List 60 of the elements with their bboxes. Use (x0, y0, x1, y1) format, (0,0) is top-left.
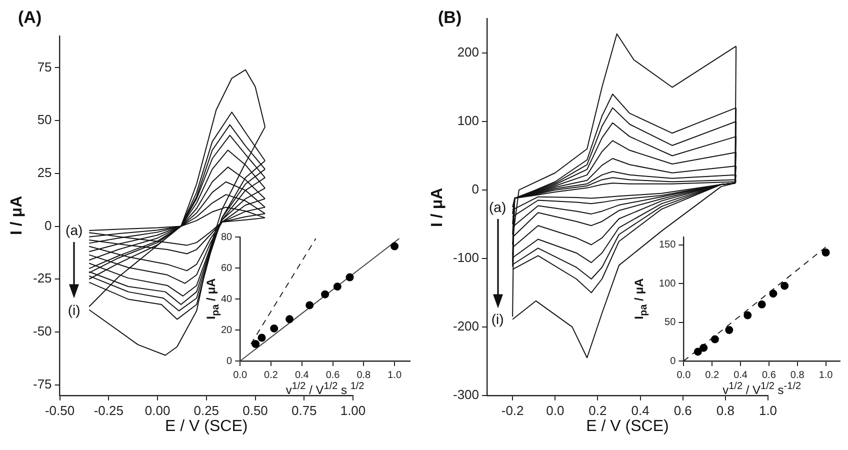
x-tick-label: 0.0 (546, 402, 564, 418)
y-tick-label: -25 (32, 270, 52, 286)
y-tick-label: 100 (457, 113, 480, 128)
y-tick-label: -100 (452, 250, 480, 266)
x-tick-label: 0.8 (716, 402, 734, 418)
y-tick-label: -50 (32, 324, 52, 339)
x-tick-label: 0.50 (242, 402, 268, 418)
y-tick-label: 0 (472, 182, 480, 197)
y-tick-label: 0 (670, 356, 676, 367)
x-tick-label: 1.0 (758, 402, 778, 418)
x-tick-label: 0.4 (631, 402, 650, 418)
x-tick-label: 0.25 (194, 402, 220, 418)
y-tick-label: 150 (658, 240, 676, 250)
x-tick-label: 0.2 (264, 370, 278, 381)
y-tick-label: 60 (221, 262, 233, 274)
x-tick-label: 0.2 (705, 370, 720, 381)
y-tick-label: 25 (37, 164, 52, 180)
x-tick-label: -0.25 (94, 402, 124, 418)
y-axis-title: I / μA (428, 188, 446, 227)
annotation: (a) (488, 198, 508, 216)
x-tick-label: 0.0 (676, 370, 692, 381)
y-axis-title: I / μA (8, 195, 27, 238)
x-axis-title: E / V (SCE) (164, 418, 249, 436)
y-tick-label: 75 (37, 59, 52, 74)
x-axis-title: E / V (SCE) (585, 418, 670, 436)
y-tick-label: 100 (658, 278, 676, 290)
x-tick-label: 0.6 (326, 370, 340, 381)
x-tick-label: -0.2 (501, 402, 524, 418)
x-axis-title: v$^{1/2}$ / V$^{1/2}$ s $^{1/2}$ (284, 381, 366, 397)
y-tick-label: 50 (37, 112, 52, 128)
x-tick-label: 0.6 (762, 370, 776, 381)
x-tick-label: 1.0 (818, 370, 834, 381)
x-tick-label: 0.6 (674, 402, 692, 418)
x-tick-label: 0.8 (356, 370, 372, 381)
x-axis-title: v$^{1/2}$ / V$^{1/2}$ s$^{-1/2}$ (722, 381, 802, 397)
annotation: (i) (490, 310, 505, 328)
x-tick-label: 0.4 (734, 370, 748, 381)
x-tick-label: 1.0 (388, 370, 402, 381)
y-tick-label: 200 (457, 44, 480, 60)
y-tick-label: 50 (664, 317, 676, 328)
y-tick-label: 40 (221, 294, 233, 305)
annotation: (a) (64, 221, 84, 240)
y-tick-label: 0 (226, 356, 233, 367)
y-tick-label: 20 (221, 324, 233, 336)
x-tick-label: 0.75 (291, 402, 317, 418)
y-tick-label: 80 (221, 232, 233, 243)
x-tick-label: 1.00 (340, 402, 366, 418)
annotation: (i) (66, 300, 82, 319)
x-tick-label: -0.50 (44, 402, 75, 418)
y-tick-label: -300 (452, 386, 480, 402)
x-tick-label: 0.00 (144, 402, 170, 418)
x-tick-label: 0.0 (233, 370, 248, 381)
x-tick-label: 0.4 (294, 370, 310, 381)
y-tick-label: -200 (452, 318, 480, 334)
y-tick-label: -75 (32, 376, 52, 392)
chart-title: (A) (18, 8, 42, 28)
chart-title: (B) (438, 8, 462, 28)
x-tick-label: 0.2 (588, 402, 607, 418)
y-tick-label: 0 (44, 218, 52, 233)
x-tick-label: 0.8 (790, 370, 805, 381)
